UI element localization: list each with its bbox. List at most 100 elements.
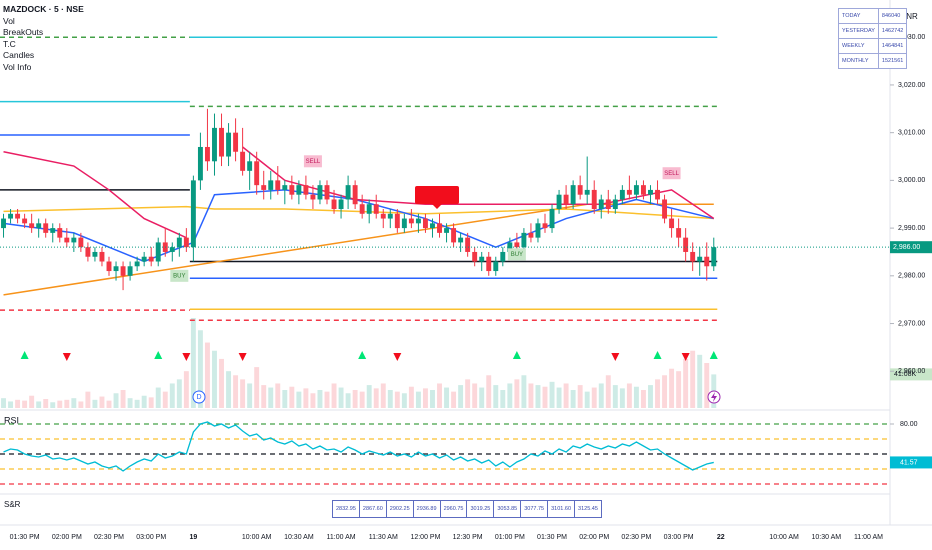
candle-body [535, 223, 541, 238]
volume-bar [458, 385, 464, 408]
rsi-tag-bg [890, 456, 932, 469]
volume-bar [373, 388, 379, 408]
volume-bar [183, 371, 189, 408]
signal-label: BUY [173, 273, 185, 279]
candle-body [317, 185, 323, 200]
volume-bar [282, 390, 288, 408]
candle-body [591, 189, 597, 210]
candle-body [387, 213, 393, 219]
volume-bar [669, 368, 675, 408]
volume-bar [176, 379, 182, 408]
volume-bar [1, 398, 6, 408]
event-icon [711, 392, 717, 402]
y-tick-label: 3,010.00 [898, 130, 925, 137]
volume-table: TODAY 846040 YESTERDAY 1462742 WEEKLY 1464841… [838, 8, 908, 69]
volume-bar [415, 391, 421, 408]
x-tick-label: 10:00 AM [769, 534, 799, 541]
volume-cell: YESTERDAY [838, 23, 879, 39]
volume-bar [268, 387, 274, 408]
volume-bar [380, 383, 386, 408]
price-tag-bg [890, 241, 932, 254]
indicator-name: T.C [3, 38, 16, 49]
volume-bar [8, 401, 14, 408]
candle-body [521, 232, 527, 248]
down-arrow [681, 353, 690, 361]
down-arrow [182, 353, 191, 361]
sr-cell: 3125.45 [574, 500, 602, 518]
volume-bar [563, 383, 569, 408]
signal-box [662, 167, 681, 180]
x-tick-label: 02:30 PM [94, 534, 124, 541]
candle-body [690, 251, 696, 262]
candle-body [676, 228, 682, 238]
candle-body [15, 213, 21, 219]
volume-bar [605, 375, 611, 408]
volume-bar [521, 375, 527, 408]
candle-body [626, 189, 632, 195]
x-tick-label: 10:00 AM [242, 534, 272, 541]
signal-box [507, 248, 526, 261]
candle-body [662, 199, 668, 219]
volume-bar [324, 391, 330, 408]
volume-bar [78, 401, 84, 408]
volume-bar [500, 390, 506, 408]
volume-row: MONTHLY 1521561 [838, 53, 908, 69]
volume-bar [479, 387, 485, 408]
x-tick-label: 22 [717, 534, 725, 541]
volume-bar [247, 383, 253, 408]
volume-bar [190, 318, 196, 408]
rsi-tag: 41.57 [900, 459, 918, 466]
volume-bar [549, 381, 555, 408]
candle-body [451, 228, 457, 243]
candle-body [619, 189, 625, 200]
volume-bar [162, 391, 168, 408]
volume-bar [169, 383, 175, 408]
candle-body [549, 209, 555, 229]
volume-bar [408, 386, 414, 408]
sr-cell: 2867.60 [358, 500, 387, 518]
volume-bar [338, 387, 344, 408]
x-tick-label: 12:30 PM [453, 534, 483, 541]
candle-body [380, 213, 386, 219]
x-tick-label: 03:00 PM [664, 534, 694, 541]
volume-bar [43, 399, 49, 408]
candle-body [43, 223, 49, 233]
candle-body [204, 146, 210, 162]
candle-body [261, 185, 267, 190]
volume-bar [514, 379, 520, 408]
volume-cell: 1462742 [877, 23, 908, 39]
candle-body [134, 261, 140, 267]
y-tick-label: 3,000.00 [898, 177, 925, 184]
volume-bar [64, 399, 70, 408]
up-arrow [709, 351, 718, 359]
candle-body [598, 199, 604, 210]
volume-bar [134, 399, 140, 408]
volume-bar [204, 342, 210, 408]
candle-body [233, 132, 239, 152]
candle-body [64, 237, 70, 243]
x-tick-label: 11:00 AM [854, 534, 883, 541]
volume-bar [507, 383, 513, 408]
volume-bar [612, 385, 618, 408]
volume-bar [570, 390, 576, 408]
volume-tag-bg [890, 368, 932, 381]
volume-bar [352, 390, 358, 408]
x-tick-label: 10:30 AM [812, 534, 842, 541]
candle-body [331, 199, 337, 210]
volume-bar [310, 393, 316, 408]
candle-body [176, 237, 182, 248]
candle-body [303, 185, 309, 195]
candle-body [240, 151, 246, 171]
candle-body [584, 189, 590, 195]
candle-body [359, 204, 365, 214]
volume-bar [697, 354, 703, 408]
volume-bar [401, 393, 407, 408]
signal-label: BUY [511, 252, 523, 258]
candle-body [507, 242, 513, 252]
volume-bar [655, 379, 660, 408]
x-tick-label: 02:00 PM [579, 534, 609, 541]
sr-cell: 2936.89 [412, 500, 441, 518]
volume-row: YESTERDAY 1462742 [838, 23, 908, 39]
candle-body [254, 161, 260, 186]
